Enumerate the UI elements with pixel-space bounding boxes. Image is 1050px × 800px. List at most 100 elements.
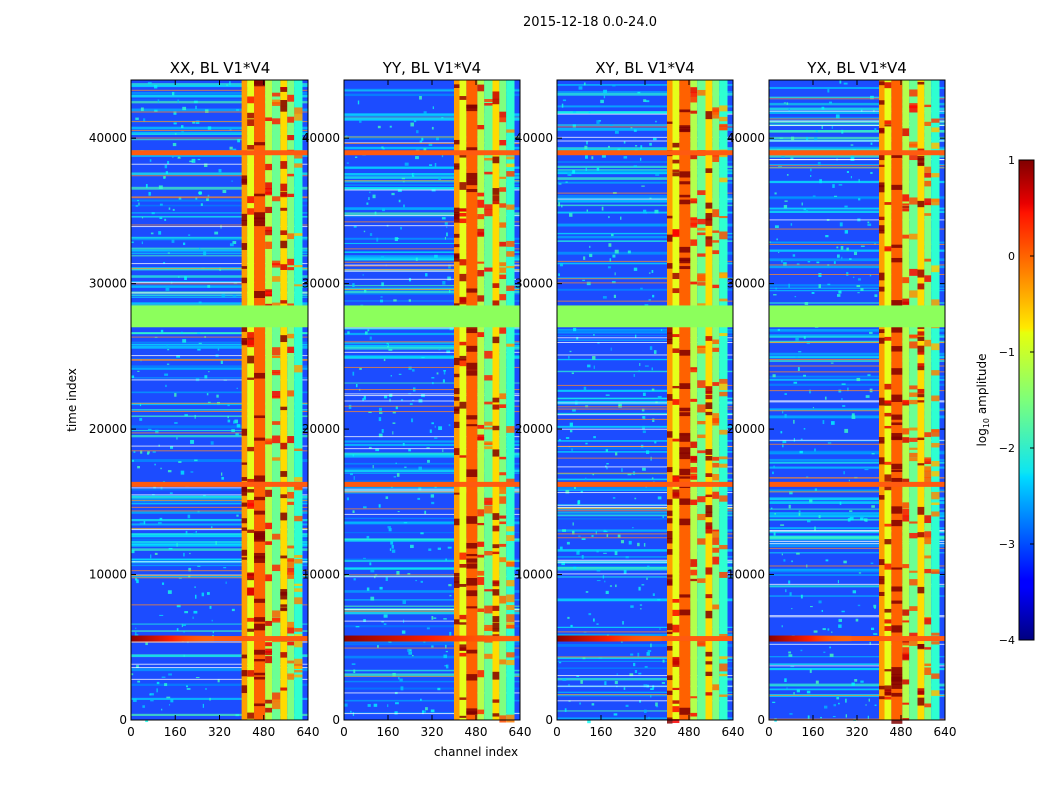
noise-speck [567, 616, 570, 619]
band-hotspot [492, 616, 500, 623]
rfi-row [344, 513, 520, 515]
band-hotspot [466, 179, 478, 186]
x-tick-label: 480 [252, 725, 275, 739]
noise-speck [442, 379, 445, 383]
band-hotspot [909, 632, 918, 639]
rfi-row [769, 167, 945, 169]
noise-speck [815, 680, 819, 684]
band-hotspot [719, 382, 728, 391]
band-hotspot [672, 229, 680, 236]
band-hotspot [265, 206, 273, 214]
noise-row [557, 400, 733, 403]
band-hotspot [884, 461, 892, 465]
band-hotspot [679, 518, 691, 526]
noise-speck [431, 422, 434, 425]
noise-speck [608, 243, 612, 247]
band-hotspot [667, 327, 673, 334]
noise-speck [370, 596, 375, 601]
noise-speck [580, 679, 583, 684]
band-hotspot [287, 303, 295, 307]
band-hotspot [294, 583, 303, 586]
noise-speck [635, 334, 637, 339]
noise-speck [827, 283, 831, 286]
noise-speck [445, 664, 449, 669]
band-hotspot [294, 628, 303, 632]
band-hotspot [466, 469, 478, 477]
noise-speck [783, 204, 788, 209]
rfi-row [344, 288, 520, 290]
noise-speck [596, 623, 599, 625]
band-hotspot [884, 563, 892, 570]
band-hotspot [690, 499, 698, 506]
noise-speck [816, 261, 820, 264]
noise-speck [871, 627, 875, 631]
rfi-row [344, 341, 520, 343]
noise-speck [772, 471, 774, 475]
noise-row [131, 559, 308, 562]
noise-speck [812, 407, 815, 409]
noise-row [344, 687, 520, 690]
noise-speck [174, 422, 178, 424]
noise-speck [851, 413, 855, 417]
colorbar-gradient [1018, 159, 1035, 641]
noise-speck [352, 712, 355, 716]
rfi-row [344, 675, 520, 677]
band-hotspot [667, 394, 673, 401]
band-hotspot [247, 332, 255, 339]
noise-speck [413, 120, 417, 123]
noise-row [131, 697, 308, 700]
noise-speck [352, 510, 355, 514]
band-hotspot [667, 332, 673, 340]
noise-speck [625, 556, 629, 559]
band-hotspot [241, 477, 248, 481]
noise-speck [571, 448, 573, 452]
y-tick-label: 30000 [727, 277, 765, 291]
noise-row [344, 643, 520, 646]
noise-speck [630, 127, 633, 129]
noise-speck [150, 232, 154, 235]
band-hotspot [506, 561, 515, 567]
noise-speck [182, 106, 187, 111]
noise-speck [355, 383, 358, 388]
band-hotspot [679, 432, 691, 436]
band-hotspot [499, 595, 507, 604]
noise-speck [136, 665, 139, 668]
noise-speck [147, 428, 152, 431]
noise-speck [841, 610, 845, 613]
noise-speck [197, 158, 201, 161]
noise-speck [847, 518, 851, 522]
noise-speck [147, 451, 150, 454]
noise-speck [400, 226, 403, 230]
noise-row [557, 358, 733, 361]
noise-speck [381, 146, 384, 149]
band-hotspot [254, 676, 266, 680]
noise-speck [377, 125, 381, 129]
noise-speck [354, 156, 358, 158]
panel-title: YX, BL V1*V4 [806, 59, 907, 77]
band-hotspot [287, 491, 295, 499]
noise-speck [845, 714, 848, 718]
noise-row [131, 365, 308, 369]
channel-band [884, 80, 892, 720]
rfi-row [131, 137, 308, 139]
rfi-row [131, 89, 308, 91]
band-hotspot [879, 127, 885, 134]
noise-speck [846, 247, 849, 251]
band-hotspot [287, 94, 295, 102]
noise-speck [851, 682, 855, 686]
noise-speck [870, 562, 874, 565]
noise-speck [448, 264, 451, 269]
band-hotspot [909, 105, 918, 113]
noise-row [344, 176, 520, 179]
band-hotspot [287, 641, 295, 646]
band-hotspot [454, 518, 460, 526]
x-tick-label: 320 [634, 725, 657, 739]
band-hotspot [712, 547, 720, 553]
noise-row [557, 626, 733, 628]
band-hotspot [265, 648, 273, 653]
noise-speck [195, 105, 197, 110]
noise-speck [193, 610, 198, 614]
band-hotspot [466, 674, 478, 681]
band-hotspot [697, 346, 706, 349]
noise-speck [189, 552, 191, 555]
